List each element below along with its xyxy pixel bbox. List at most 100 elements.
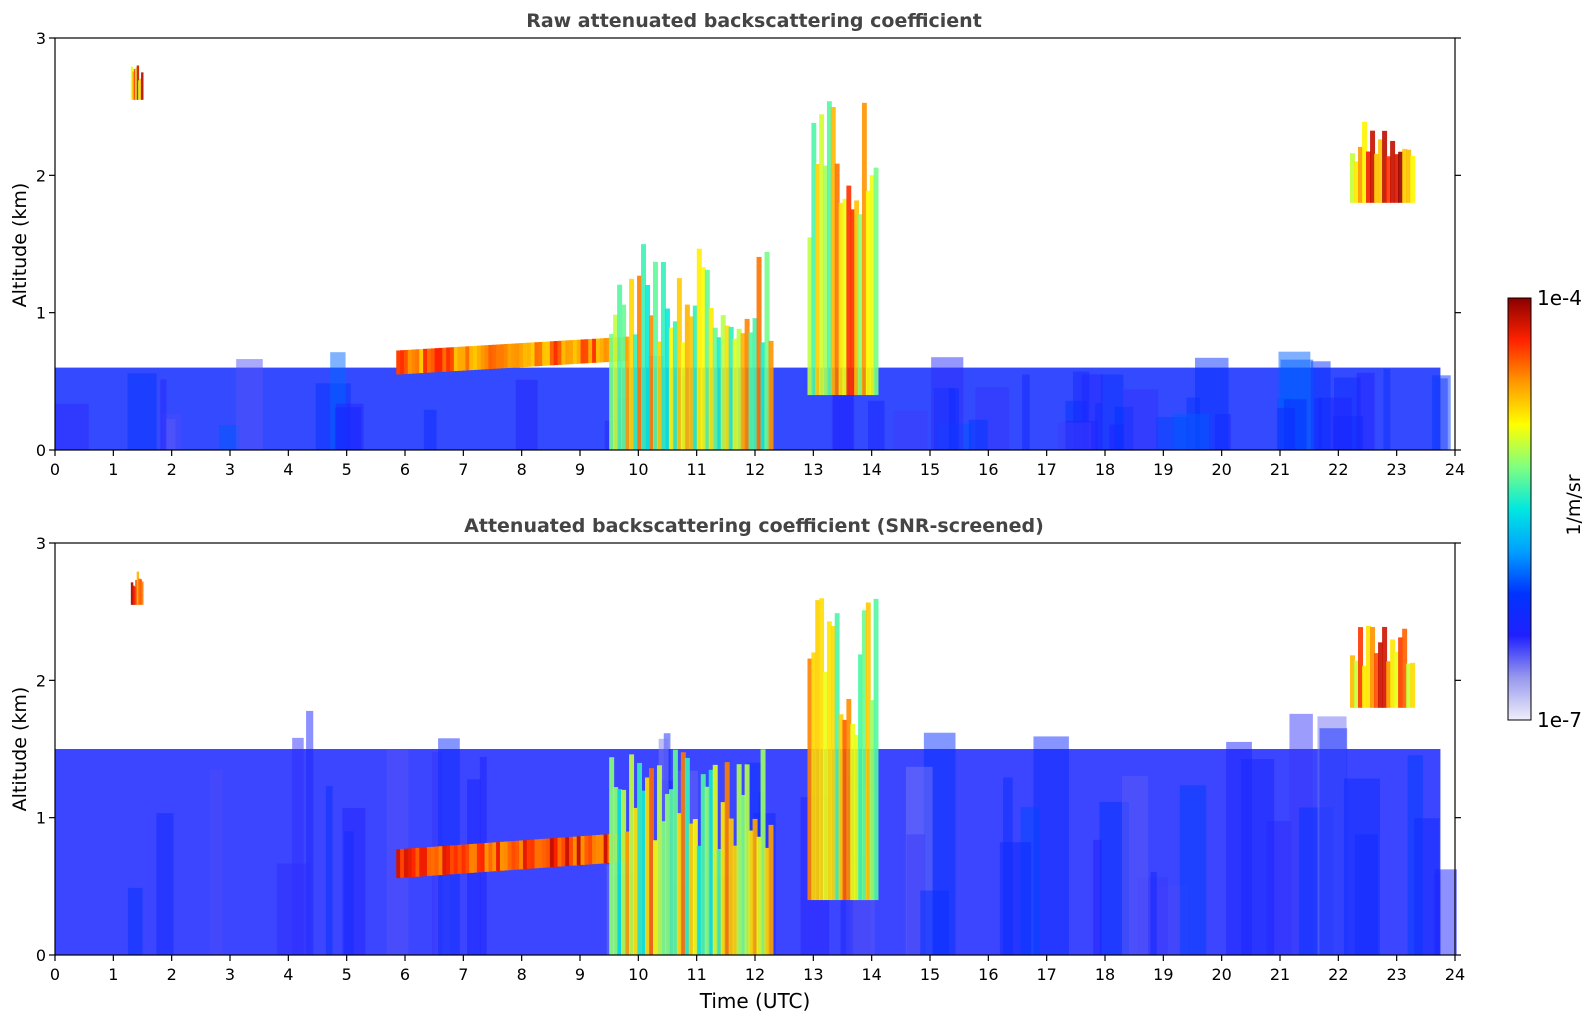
- heatmap-cell: [1354, 660, 1360, 708]
- heatmap-cell: [629, 278, 635, 450]
- heatmap-cell: [549, 838, 555, 868]
- heatmap-cell: [292, 737, 304, 955]
- heatmap-cell: [1378, 642, 1384, 708]
- heatmap-cell: [637, 275, 643, 450]
- heatmap-cell: [576, 836, 582, 866]
- heatmap-cell: [696, 845, 702, 955]
- heatmap-cell: [1374, 153, 1380, 203]
- heatmap-cell: [407, 349, 413, 374]
- heatmap-cell: [838, 714, 844, 901]
- heatmap-cell: [633, 334, 639, 450]
- heatmap-cell: [453, 845, 459, 874]
- heatmap-cell: [344, 831, 354, 955]
- x-tick-label: 12: [745, 965, 765, 984]
- heatmap-cell: [660, 262, 666, 450]
- heatmap-cell: [1390, 140, 1396, 203]
- heatmap-cell: [553, 837, 559, 867]
- heatmap-cell: [526, 839, 532, 869]
- heatmap-cell: [752, 818, 758, 955]
- heatmap-cell: [1398, 151, 1404, 203]
- heatmap-cell: [1410, 155, 1416, 203]
- heatmap-cell: [1354, 161, 1360, 203]
- heatmap-cell: [507, 343, 513, 368]
- heatmap-cell: [130, 582, 134, 605]
- heatmap-cell: [136, 65, 140, 100]
- heatmap-cell: [526, 342, 532, 367]
- heatmap-cell: [815, 600, 821, 901]
- x-tick-label: 23: [1386, 965, 1406, 984]
- heatmap-cell: [132, 71, 135, 100]
- heatmap-cell: [704, 786, 710, 955]
- heatmap-cell: [561, 340, 567, 365]
- x-tick-label: 18: [1095, 460, 1115, 479]
- heatmap-cell: [407, 848, 413, 878]
- heatmap-cell: [664, 793, 670, 955]
- heatmap-cell: [515, 379, 538, 450]
- heatmap-area: [55, 571, 1457, 955]
- heatmap-cell: [461, 346, 467, 371]
- x-tick-label: 17: [1036, 965, 1056, 984]
- heatmap-cell: [499, 841, 505, 871]
- heatmap-cell: [708, 307, 714, 450]
- heatmap-cell: [557, 340, 563, 365]
- heatmap-cell: [676, 813, 682, 955]
- heatmap-cell: [542, 838, 548, 868]
- heatmap-cell: [625, 336, 631, 450]
- heatmap-cell: [465, 844, 471, 874]
- y-tick-label: 3: [36, 29, 46, 48]
- heatmap-cell: [696, 248, 702, 450]
- y-tick-label: 0: [36, 441, 46, 460]
- heatmap-cell: [708, 769, 714, 955]
- heatmap-cell: [823, 672, 828, 901]
- heatmap-cell: [565, 837, 571, 867]
- x-tick-label: 15: [920, 460, 940, 479]
- heatmap-cell: [1366, 151, 1372, 203]
- heatmap-cell: [1121, 776, 1149, 955]
- heatmap-cell: [1150, 871, 1157, 955]
- heatmap-cell: [461, 844, 467, 874]
- x-tick-label: 13: [803, 460, 823, 479]
- heatmap-cell: [1358, 627, 1364, 708]
- heatmap-cell: [476, 843, 482, 873]
- heatmap-cell: [752, 318, 758, 450]
- x-tick-label: 11: [686, 460, 706, 479]
- x-axis-label: Time (UTC): [699, 989, 811, 1013]
- heatmap-cell: [209, 769, 223, 955]
- heatmap-cell: [865, 190, 871, 396]
- panel-title: Raw attenuated backscattering coefficien…: [526, 10, 982, 32]
- heatmap-cell: [580, 339, 586, 364]
- x-tick-label: 21: [1270, 965, 1290, 984]
- heatmap-cell: [732, 338, 738, 450]
- heatmap-cell: [846, 698, 852, 901]
- heatmap-cell: [756, 256, 762, 450]
- heatmap-cell: [1410, 662, 1416, 708]
- heatmap-cell: [861, 610, 867, 901]
- x-tick-label: 8: [517, 965, 527, 984]
- heatmap-cell: [1386, 156, 1392, 203]
- heatmap-cell: [469, 844, 475, 873]
- heatmap-cell: [1378, 139, 1384, 203]
- x-tick-label: 20: [1211, 965, 1231, 984]
- heatmap-cell: [1383, 368, 1391, 450]
- heatmap-cell: [1058, 422, 1092, 450]
- heatmap-cell: [599, 338, 605, 363]
- heatmap-cell: [438, 347, 444, 372]
- heatmap-cloud: [130, 65, 144, 100]
- heatmap-cell: [446, 845, 452, 875]
- heatmap-cell: [830, 107, 836, 396]
- heatmap-cell: [1362, 665, 1368, 708]
- x-tick-label: 16: [978, 965, 998, 984]
- heatmap-cell: [768, 340, 774, 450]
- heatmap-cell: [652, 840, 658, 955]
- heatmap-cell: [633, 807, 639, 955]
- heatmap-cell: [826, 101, 832, 396]
- heatmap-cloud: [1350, 625, 1416, 708]
- heatmap-cell: [720, 802, 726, 955]
- heatmap-cell: [645, 284, 651, 450]
- heatmap-cell: [426, 348, 432, 373]
- heatmap-cell: [426, 847, 432, 876]
- colorbar-gradient: [1507, 297, 1532, 721]
- heatmap-cell: [403, 848, 409, 878]
- heatmap-cell: [869, 175, 875, 396]
